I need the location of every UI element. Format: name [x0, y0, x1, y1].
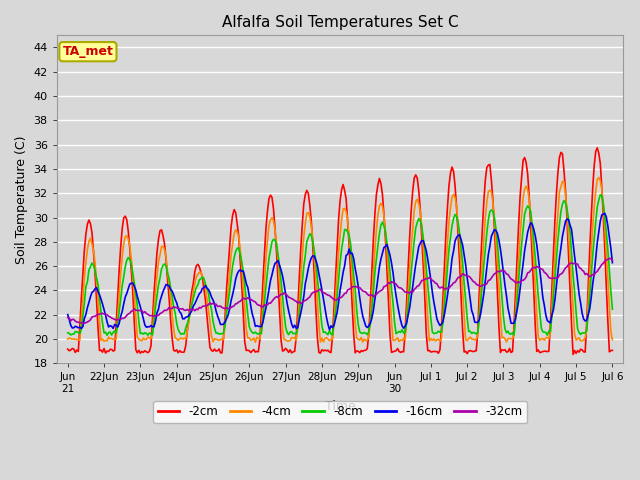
X-axis label: Time: Time	[324, 399, 355, 413]
Title: Alfalfa Soil Temperatures Set C: Alfalfa Soil Temperatures Set C	[221, 15, 458, 30]
Legend: -2cm, -4cm, -8cm, -16cm, -32cm: -2cm, -4cm, -8cm, -16cm, -32cm	[153, 401, 527, 423]
Text: TA_met: TA_met	[63, 45, 113, 58]
Y-axis label: Soil Temperature (C): Soil Temperature (C)	[15, 135, 28, 264]
